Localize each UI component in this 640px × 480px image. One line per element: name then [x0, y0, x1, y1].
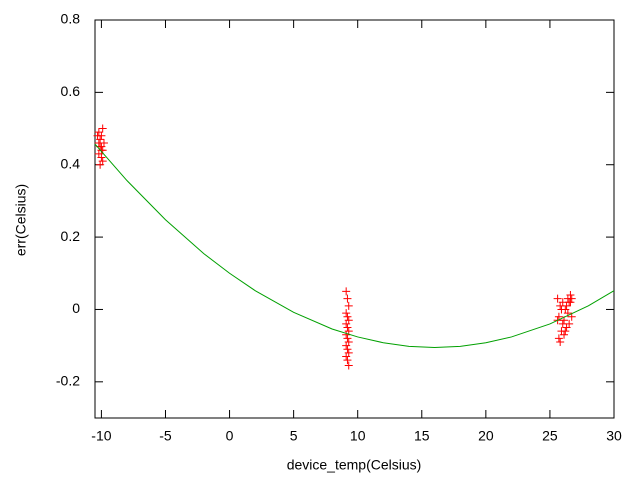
y-tick-label: 0.8 [61, 11, 81, 27]
point [558, 319, 567, 328]
point [554, 334, 563, 343]
point [557, 305, 566, 314]
point [344, 361, 353, 370]
x-tick-label: 10 [350, 428, 366, 444]
point [561, 327, 570, 336]
y-tick-label: 0.2 [61, 228, 81, 244]
point [556, 338, 565, 347]
y-axis-title: err(Celsius) [13, 184, 29, 256]
x-axis-title: device_temp(Celsius) [287, 457, 422, 473]
x-tick-label: 25 [542, 428, 558, 444]
point [566, 290, 575, 299]
point [342, 319, 351, 328]
point [343, 356, 352, 365]
point [567, 294, 576, 303]
point [560, 330, 569, 339]
x-tick-label: -10 [91, 428, 111, 444]
point [342, 287, 351, 296]
point [343, 294, 352, 303]
x-tick-label: 20 [478, 428, 494, 444]
point [342, 330, 351, 339]
point [98, 124, 107, 133]
point [343, 334, 352, 343]
fit-line [94, 143, 615, 348]
y-tick-label: 0.6 [61, 83, 81, 99]
x-tick-label: 0 [226, 428, 234, 444]
point [344, 301, 353, 310]
y-tick-label: 0 [72, 300, 80, 316]
point [97, 146, 106, 155]
y-tick-label: -0.2 [56, 373, 80, 389]
x-tick-label: 5 [290, 428, 298, 444]
point [342, 352, 351, 361]
point [343, 312, 352, 321]
point [94, 139, 103, 148]
x-tick-label: 15 [414, 428, 430, 444]
plot-frame [94, 19, 615, 419]
point [342, 341, 351, 350]
x-tick-label: 30 [606, 428, 622, 444]
y-tick-label: 0.4 [61, 155, 81, 171]
point [342, 309, 351, 318]
point [343, 345, 352, 354]
x-tick-label: -5 [159, 428, 172, 444]
point [553, 294, 562, 303]
point [98, 157, 107, 166]
point [97, 131, 106, 140]
point [343, 323, 352, 332]
